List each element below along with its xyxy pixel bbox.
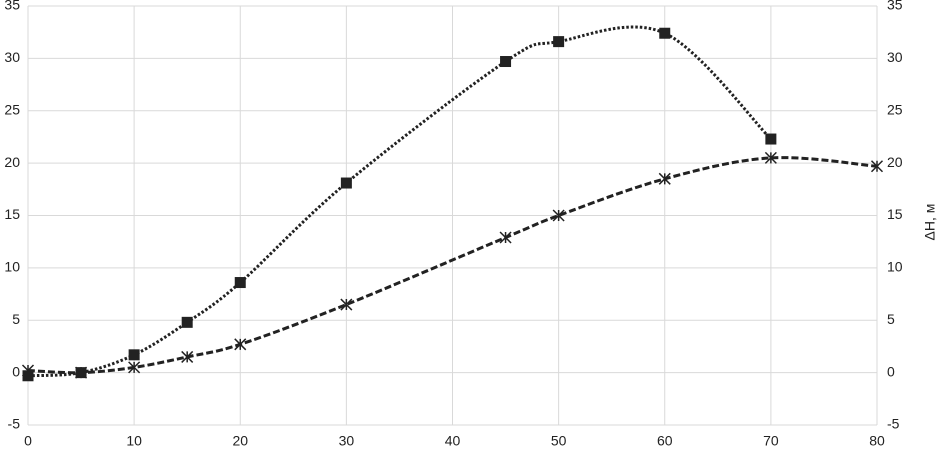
y-tick-label: -5 [8, 416, 21, 432]
x-tick-label: 60 [657, 433, 673, 449]
y-tick-label: 5 [12, 311, 20, 327]
x-tick-label: 80 [869, 433, 885, 449]
marker [870, 160, 884, 173]
x-tick-label: 30 [339, 433, 355, 449]
y-tick-label: 10 [4, 259, 20, 275]
x-tick-label: 0 [24, 433, 32, 449]
x-tick-label: 70 [763, 433, 779, 449]
marker [21, 364, 35, 377]
x-tick-label: 50 [551, 433, 567, 449]
marker [765, 133, 777, 145]
marker [340, 298, 353, 311]
marker [764, 151, 777, 164]
marker [499, 231, 512, 244]
y-tick-label: 20 [4, 154, 20, 170]
y-tick-label: 0 [12, 363, 20, 379]
marker [340, 177, 352, 189]
x-tick-label: 40 [445, 433, 461, 449]
y-tick-label: 35 [4, 0, 20, 13]
marker [181, 350, 194, 363]
marker [75, 366, 88, 379]
marker [553, 36, 565, 48]
marker [552, 209, 565, 222]
y2-tick-label: -5 [887, 416, 900, 432]
y-tick-label: 30 [4, 49, 20, 65]
marker [658, 172, 671, 185]
y2-tick-label: 25 [887, 101, 903, 117]
y2-tick-label: 10 [887, 259, 903, 275]
y2-tick-label: 35 [887, 0, 903, 13]
y-tick-label: 25 [4, 101, 20, 117]
y2-tick-label: 15 [887, 206, 903, 222]
y2-tick-label: 5 [887, 311, 895, 327]
marker [234, 338, 247, 351]
series-line [27, 25, 772, 378]
marker [500, 56, 512, 68]
marker [181, 316, 193, 328]
y2-tick-label: 20 [887, 154, 903, 170]
marker [128, 349, 140, 361]
marker [234, 277, 246, 289]
y2-axis-label: ΔH, м [922, 204, 938, 241]
x-tick-label: 10 [126, 433, 142, 449]
marker [128, 361, 141, 374]
marker [659, 27, 671, 39]
y2-tick-label: 30 [887, 49, 903, 65]
y-tick-label: 15 [4, 206, 20, 222]
y2-tick-label: 0 [887, 363, 895, 379]
x-tick-label: 20 [232, 433, 248, 449]
